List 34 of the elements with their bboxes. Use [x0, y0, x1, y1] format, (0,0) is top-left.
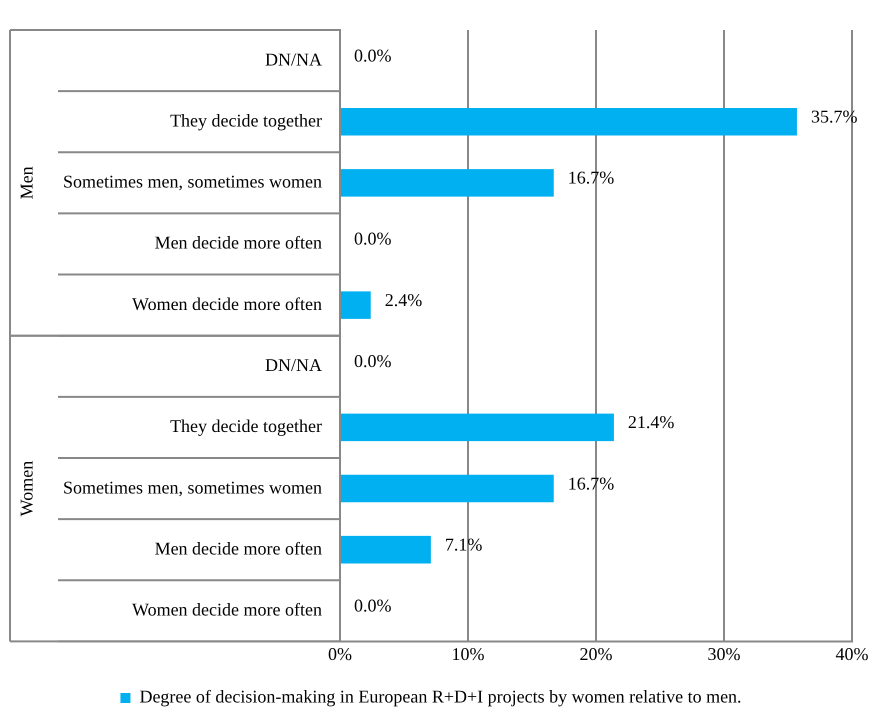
data-label: 0.0% [354, 351, 392, 372]
x-tick-label: 10% [452, 644, 484, 664]
x-tick-label: 30% [708, 644, 740, 664]
y-tick-label: Women decide more often [132, 294, 322, 314]
bar [341, 474, 554, 502]
y-tick-label: DN/NA [265, 49, 322, 70]
y-tick-label: Sometimes men, sometimes women [63, 477, 322, 498]
bar [341, 536, 431, 564]
y-tick-label: DN/NA [265, 355, 322, 376]
data-label: 16.7% [568, 168, 614, 188]
data-label: 35.7% [810, 106, 858, 126]
y-tick-label: They decide together [170, 110, 322, 130]
data-label: 2.4% [384, 290, 422, 310]
bar [341, 108, 797, 136]
y-tick-label: They decide together [170, 416, 322, 436]
x-tick-label: 20% [580, 644, 612, 664]
bar [341, 414, 614, 442]
data-label: 0.0% [354, 596, 392, 616]
y-tick-label: Men decide more often [154, 538, 322, 558]
text: Men [16, 166, 37, 200]
y-tick-label: Men decide more often [154, 232, 322, 253]
text: Women [16, 460, 37, 516]
data-label: 21.4% [628, 412, 674, 432]
x-tick-label: 0% [328, 644, 352, 664]
x-tick-label: 40% [836, 644, 868, 664]
data-label: 16.7% [568, 473, 614, 494]
bar [341, 169, 554, 197]
legend-label: Degree of decision-making in European R+D+I projects by women relative to men. [139, 686, 742, 707]
data-label: 7.1% [444, 534, 482, 554]
y-tick-label: Sometimes men, sometimes women [63, 172, 322, 192]
bar [341, 291, 371, 319]
data-label: 0.0% [354, 228, 392, 249]
y-tick-label: Women decide more often [132, 600, 322, 620]
data-label: 0.0% [354, 45, 392, 66]
